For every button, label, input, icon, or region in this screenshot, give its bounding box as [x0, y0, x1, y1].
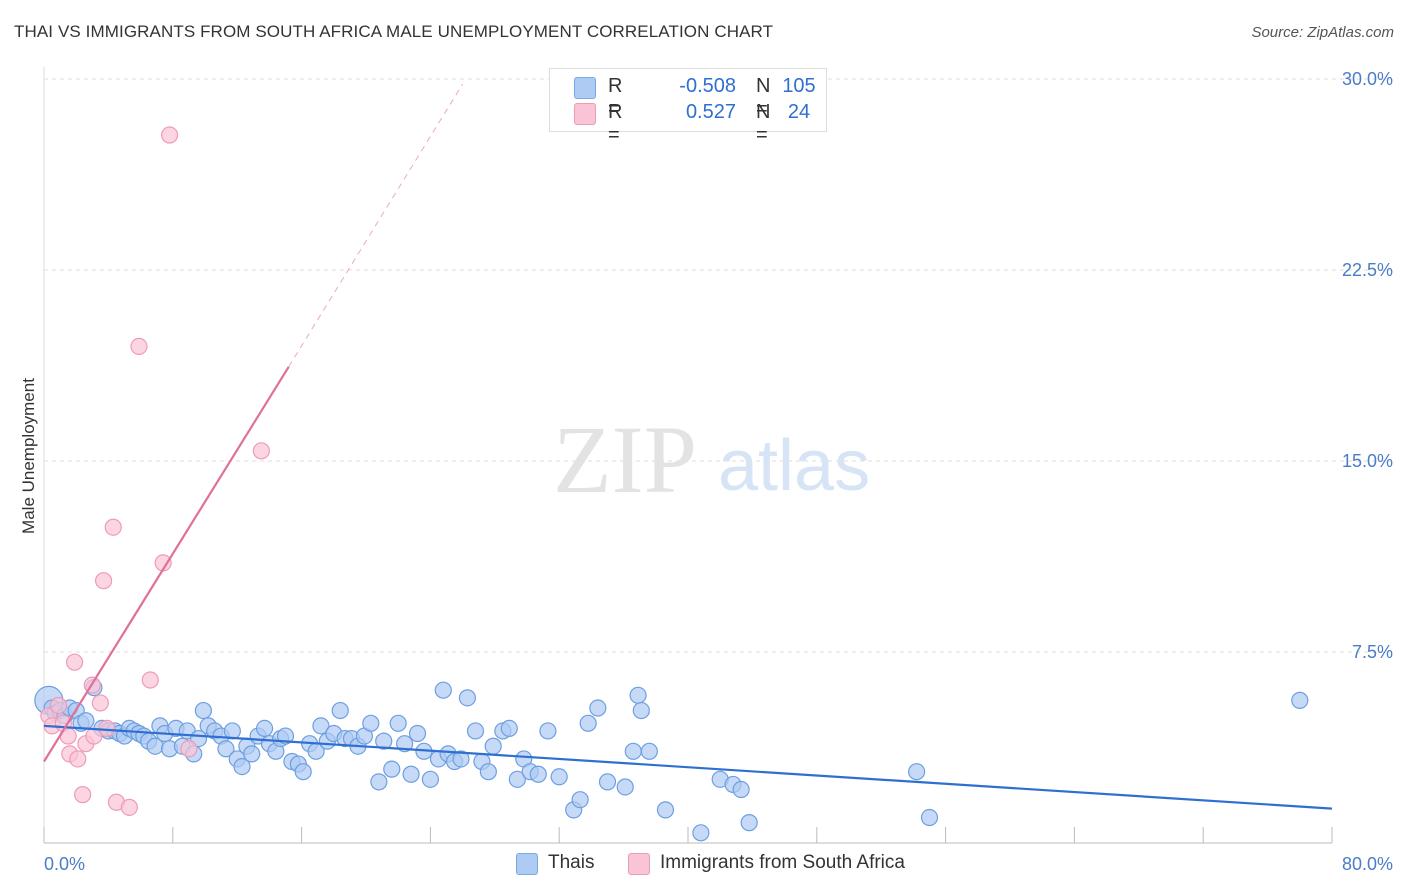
legend-swatch-thais — [574, 77, 596, 99]
point-thais — [243, 745, 261, 763]
point-immigrants — [74, 786, 92, 804]
point-thais — [598, 773, 617, 791]
point-thais — [571, 791, 589, 809]
point-thais — [312, 717, 330, 735]
bottom-legend-swatch-thais — [516, 853, 538, 875]
point-thais — [77, 712, 95, 730]
point-immigrants — [49, 696, 68, 715]
watermark-zip: ZIP — [553, 406, 697, 513]
point-thais — [375, 732, 393, 750]
point-immigrants — [141, 671, 159, 689]
point-immigrants — [94, 572, 113, 590]
point-immigrants — [69, 750, 87, 768]
point-thais — [233, 757, 251, 776]
point-thais — [383, 760, 401, 778]
point-thais — [508, 770, 526, 788]
point-thais — [362, 714, 380, 732]
point-thais — [908, 763, 926, 781]
legend-n-value: 24 — [787, 101, 811, 123]
legend-r-label: R = — [608, 75, 623, 120]
point-thais — [640, 742, 658, 760]
point-immigrants — [160, 126, 179, 144]
point-immigrants — [98, 719, 116, 738]
point-immigrants — [91, 694, 109, 712]
trendline-immigrants — [43, 366, 290, 763]
point-immigrants — [104, 518, 122, 536]
point-thais — [402, 765, 420, 783]
legend-swatch-immigrants — [574, 103, 596, 125]
y-tick-label: 30.0% — [1342, 69, 1393, 89]
point-thais — [294, 763, 312, 781]
legend-n-label: N = — [756, 101, 771, 146]
chart-source: Source: ZipAtlas.com — [1251, 24, 1394, 41]
point-thais — [331, 701, 349, 720]
y-tick-label: 22.5% — [1342, 260, 1393, 280]
point-thais — [479, 763, 497, 781]
bottom-legend-label-immigrants: Immigrants from South Africa — [660, 852, 905, 873]
chart-title: THAI VS IMMIGRANTS FROM SOUTH AFRICA MAL… — [14, 22, 774, 41]
watermark-atlas: atlas — [718, 426, 870, 506]
point-thais — [656, 801, 675, 819]
point-thais — [529, 765, 547, 783]
point-immigrants — [252, 442, 270, 460]
point-thais — [579, 714, 597, 732]
point-immigrants — [65, 653, 84, 671]
point-thais — [629, 686, 647, 704]
point-thais — [539, 722, 557, 740]
gridlines — [44, 78, 1392, 653]
legend-n-value: 105 — [782, 75, 816, 97]
point-thais — [408, 724, 427, 743]
bottom-legend-swatch-immigrants — [628, 853, 650, 875]
x-axis-ticks — [43, 827, 1333, 843]
point-thais — [217, 740, 235, 758]
x-tick-label-min: 0.0% — [44, 854, 85, 874]
trendlines — [43, 83, 1333, 810]
point-thais — [1291, 691, 1309, 709]
bottom-legend-label-thais: Thais — [548, 852, 595, 873]
point-immigrants — [120, 798, 138, 816]
point-thais — [632, 701, 650, 720]
point-thais — [624, 742, 642, 760]
point-thais — [740, 814, 758, 832]
point-thais — [692, 824, 710, 842]
legend-r-value: -0.508 — [679, 75, 736, 97]
point-thais — [370, 773, 388, 791]
point-thais — [484, 737, 502, 755]
point-thais — [589, 699, 607, 717]
y-tick-label: 7.5% — [1352, 642, 1393, 662]
point-thais — [550, 768, 568, 786]
correlation-legend: R = -0.508 N = 105 R = 0.527 N = 24 — [549, 68, 827, 146]
point-thais — [732, 780, 750, 799]
point-thais — [194, 701, 212, 720]
point-immigrants — [130, 337, 148, 355]
point-thais — [255, 719, 274, 738]
point-thais — [616, 778, 634, 796]
trendline-immigrants-extension — [288, 83, 464, 368]
legend-r-value: 0.527 — [685, 101, 736, 123]
point-thais — [434, 681, 452, 699]
y-axis-title: Male Unemployment — [19, 378, 38, 534]
y-axis-tick-labels: 7.5% 15.0% 22.5% 30.0% — [1342, 69, 1393, 662]
point-thais — [421, 770, 439, 788]
point-thais — [920, 808, 939, 827]
trendline-thais — [43, 724, 1333, 810]
x-tick-label-max: 80.0% — [1342, 854, 1393, 874]
point-thais — [458, 689, 477, 707]
point-immigrants — [180, 740, 198, 758]
series-thais — [34, 679, 1309, 842]
point-thais — [452, 750, 470, 768]
legend-r-label: R = — [608, 101, 623, 146]
point-thais — [389, 714, 407, 732]
point-thais — [466, 722, 485, 740]
legend-n-label: N = — [756, 75, 771, 120]
y-tick-label: 15.0% — [1342, 451, 1393, 471]
point-thais — [500, 719, 518, 738]
